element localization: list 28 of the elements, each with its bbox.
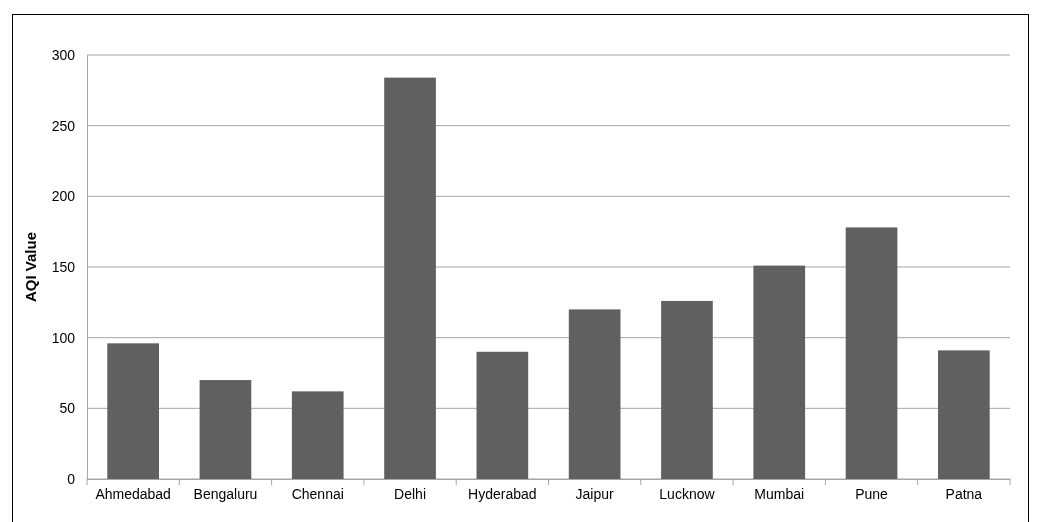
y-tick-label: 200	[51, 188, 76, 205]
bar	[476, 351, 529, 479]
bar	[291, 391, 344, 479]
bar	[845, 227, 898, 479]
bar	[107, 343, 159, 479]
bar	[384, 77, 436, 479]
x-tick-label: Mumbai	[754, 485, 805, 502]
y-tick-label: 150	[51, 258, 76, 275]
bar	[199, 380, 252, 479]
x-tick-label: Lucknow	[659, 485, 716, 502]
y-tick-label: 0	[67, 470, 76, 487]
x-tick-label: Jaipur	[575, 485, 615, 502]
y-axis-title: AQI Value	[22, 231, 39, 303]
x-tick-label: Ahmedabad	[95, 485, 171, 502]
y-tick-label: 100	[51, 329, 76, 346]
x-tick-label: Hyderabad	[468, 485, 537, 502]
x-tick-label: Patna	[945, 485, 983, 502]
x-tick-label: Delhi	[394, 485, 426, 502]
bar	[938, 350, 990, 479]
x-tick-label: Pune	[855, 485, 889, 502]
x-tick-label: Bengaluru	[193, 485, 258, 502]
bar	[753, 265, 806, 479]
bar	[568, 309, 621, 479]
y-tick-label: 50	[59, 400, 76, 417]
y-tick-label: 300	[51, 46, 76, 63]
bar	[661, 300, 713, 479]
x-tick-label: Chennai	[291, 485, 344, 502]
y-tick-label: 250	[51, 117, 76, 134]
